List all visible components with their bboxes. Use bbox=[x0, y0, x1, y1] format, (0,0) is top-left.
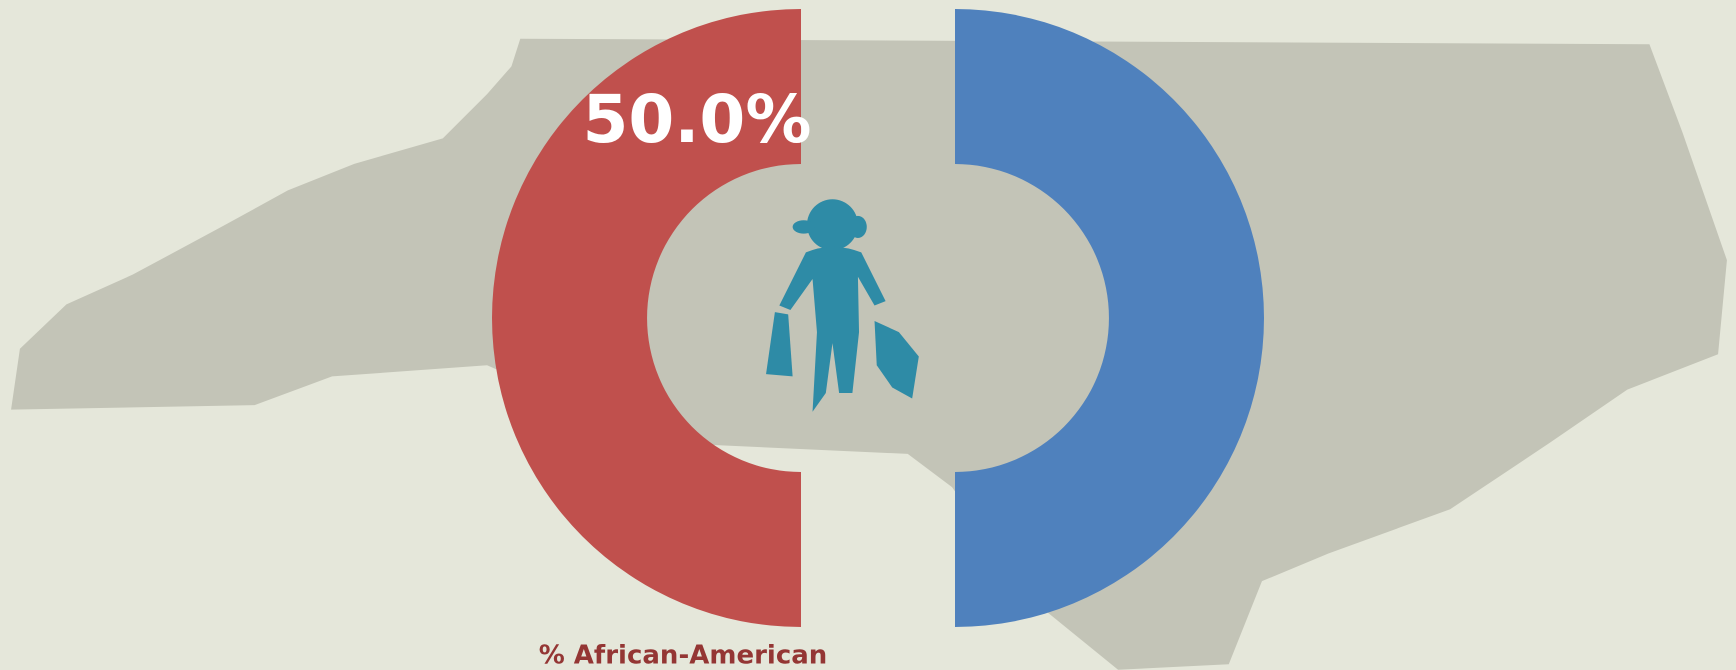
donut-segment bbox=[955, 9, 1264, 627]
child-icon bbox=[766, 199, 919, 412]
donut bbox=[492, 9, 1264, 627]
value-label: 50.0% bbox=[583, 81, 812, 158]
donut-segment bbox=[492, 9, 801, 627]
state-outline bbox=[11, 38, 1727, 670]
map bbox=[11, 38, 1727, 670]
category-label: % African-American bbox=[539, 641, 828, 670]
